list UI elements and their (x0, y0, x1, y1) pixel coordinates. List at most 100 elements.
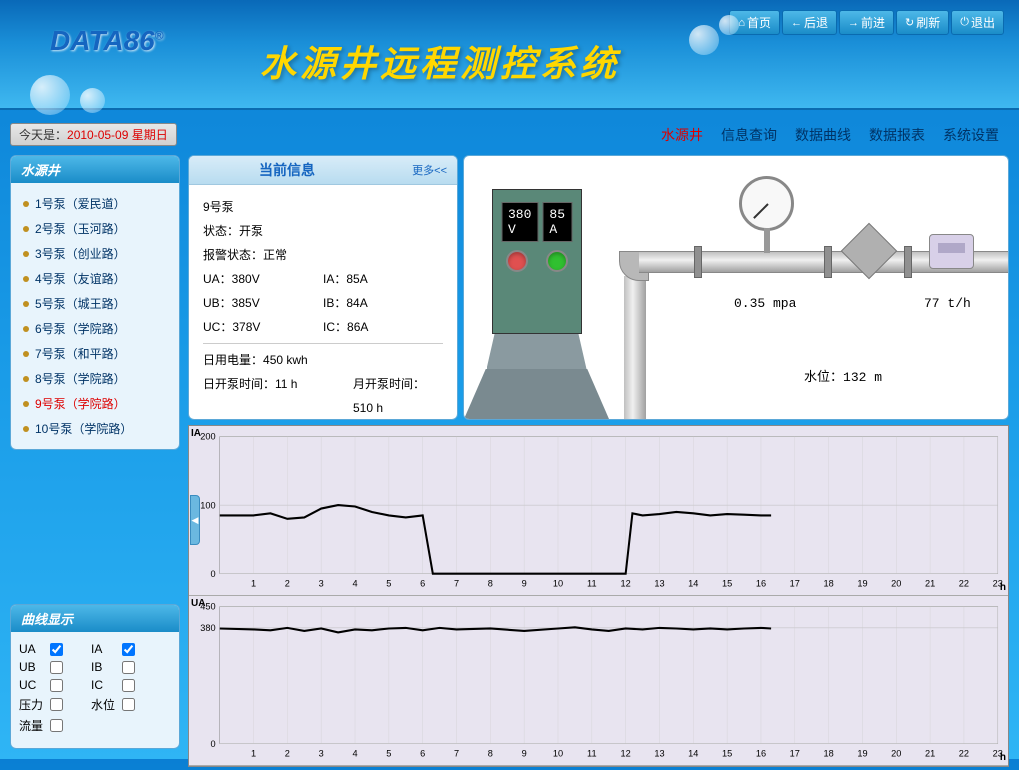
tab-数据曲线[interactable]: 数据曲线 (795, 125, 851, 145)
curve-checkbox[interactable] (122, 661, 135, 674)
svg-text:0: 0 (210, 739, 215, 749)
svg-text:19: 19 (857, 748, 867, 758)
control-cabinet: 380 V 85 A (479, 189, 594, 419)
bullet-icon (23, 426, 29, 432)
pump-item[interactable]: 10号泵（学院路） (15, 416, 175, 441)
svg-text:15: 15 (722, 578, 732, 588)
flange (694, 246, 702, 278)
curve-option-IB[interactable]: IB (91, 660, 151, 674)
svg-text:11: 11 (587, 748, 597, 758)
curve-checkbox[interactable] (122, 679, 135, 692)
curve-option-UC[interactable]: UC (19, 678, 79, 692)
curve-panel-header: 曲线显示 (11, 605, 179, 632)
stop-button[interactable] (506, 250, 528, 272)
bubble-decoration (30, 75, 70, 115)
bubble-decoration (719, 15, 739, 35)
pump-item[interactable]: 3号泵（创业路） (15, 241, 175, 266)
start-button[interactable] (546, 250, 568, 272)
pump-list: 1号泵（爱民道）2号泵（玉河路）3号泵（创业路）4号泵（友谊路）5号泵（城王路）… (11, 183, 179, 449)
bullet-icon (23, 226, 29, 232)
pump-item[interactable]: 4号泵（友谊路） (15, 266, 175, 291)
pump-panel-header: 水源井 (11, 156, 179, 183)
svg-text:100: 100 (200, 500, 215, 510)
top-tabs: 水源井信息查询数据曲线数据报表系统设置 (661, 125, 999, 145)
pipe-vertical (624, 276, 646, 420)
svg-text:380: 380 (200, 623, 215, 633)
svg-text:200: 200 (200, 432, 215, 442)
curve-checkbox[interactable] (50, 698, 63, 711)
svg-text:13: 13 (654, 748, 664, 758)
svg-text:13: 13 (654, 578, 664, 588)
bullet-icon (23, 251, 29, 257)
svg-text:2: 2 (285, 748, 290, 758)
curve-option-压力[interactable]: 压力 (19, 696, 79, 713)
svg-text:10: 10 (553, 578, 563, 588)
svg-text:5: 5 (386, 748, 391, 758)
curve-checkbox[interactable] (122, 698, 135, 711)
pump-item[interactable]: 2号泵（玉河路） (15, 216, 175, 241)
svg-text:21: 21 (925, 748, 935, 758)
nav-刷新[interactable]: ↻刷新 (896, 10, 949, 35)
curve-option-UB[interactable]: UB (19, 660, 79, 674)
svg-text:12: 12 (621, 748, 631, 758)
gauge-stem (764, 228, 770, 253)
svg-text:8: 8 (488, 748, 493, 758)
svg-text:15: 15 (722, 748, 732, 758)
pump-item[interactable]: 6号泵（学院路） (15, 316, 175, 341)
info-pump-name: 9号泵 (203, 195, 443, 219)
pump-item[interactable]: 8号泵（学院路） (15, 366, 175, 391)
svg-text:4: 4 (352, 748, 357, 758)
curve-checkbox[interactable] (50, 719, 63, 732)
pump-list-panel: 水源井 1号泵（爱民道）2号泵（玉河路）3号泵（创业路）4号泵（友谊路）5号泵（… (10, 155, 180, 450)
bullet-icon (23, 376, 29, 382)
svg-text:11: 11 (587, 578, 597, 588)
tab-信息查询[interactable]: 信息查询 (721, 125, 777, 145)
svg-text:3: 3 (319, 748, 324, 758)
pump-item[interactable]: 5号泵（城王路） (15, 291, 175, 316)
pump-item[interactable]: 7号泵（和平路） (15, 341, 175, 366)
pump-item[interactable]: 1号泵（爱民道） (15, 191, 175, 216)
svg-text:18: 18 (823, 748, 833, 758)
svg-text:12: 12 (621, 578, 631, 588)
header: DATA86® 水源井远程测控系统 ⌂首页←后退→前进↻刷新⏻退出 (0, 0, 1019, 110)
svg-text:22: 22 (959, 578, 969, 588)
bullet-icon (23, 326, 29, 332)
tab-系统设置[interactable]: 系统设置 (943, 125, 999, 145)
chart-ua: UA 0380450123456789101112131415161718192… (189, 596, 1008, 766)
svg-text:20: 20 (891, 748, 901, 758)
nav-退出[interactable]: ⏻退出 (951, 10, 1004, 35)
curve-checkbox[interactable] (122, 643, 135, 656)
svg-text:16: 16 (756, 748, 766, 758)
curve-option-IC[interactable]: IC (91, 678, 151, 692)
curve-option-流量[interactable]: 流量 (19, 717, 79, 734)
curve-option-IA[interactable]: IA (91, 642, 151, 656)
bubble-decoration (80, 88, 105, 113)
svg-text:3: 3 (319, 578, 324, 588)
nav-前进[interactable]: →前进 (839, 10, 894, 35)
svg-text:16: 16 (756, 578, 766, 588)
curve-checkbox[interactable] (50, 661, 63, 674)
curve-checkbox[interactable] (50, 679, 63, 692)
current-info-panel: 当前信息 更多<< 9号泵 状态：开泵 报警状态：正常 UA：380VIA：85… (188, 155, 458, 420)
sidebar-collapse-handle[interactable]: ◀ (190, 495, 200, 545)
nav-后退[interactable]: ←后退 (782, 10, 837, 35)
bullet-icon (23, 276, 29, 282)
svg-text:6: 6 (420, 748, 425, 758)
svg-text:6: 6 (420, 578, 425, 588)
flow-label: 77 t/h (924, 296, 971, 311)
tab-水源井[interactable]: 水源井 (661, 125, 703, 145)
curve-option-水位[interactable]: 水位 (91, 696, 151, 713)
curve-option-UA[interactable]: UA (19, 642, 79, 656)
svg-text:10: 10 (553, 748, 563, 758)
svg-text:1: 1 (251, 748, 256, 758)
svg-text:17: 17 (790, 748, 800, 758)
svg-text:2: 2 (285, 578, 290, 588)
pump-item[interactable]: 9号泵（学院路） (15, 391, 175, 416)
svg-text:17: 17 (790, 578, 800, 588)
curve-checkbox[interactable] (50, 643, 63, 656)
bullet-icon (23, 351, 29, 357)
tab-数据报表[interactable]: 数据报表 (869, 125, 925, 145)
svg-text:0: 0 (210, 569, 215, 579)
svg-text:21: 21 (925, 578, 935, 588)
info-more-link[interactable]: 更多<< (412, 162, 447, 178)
